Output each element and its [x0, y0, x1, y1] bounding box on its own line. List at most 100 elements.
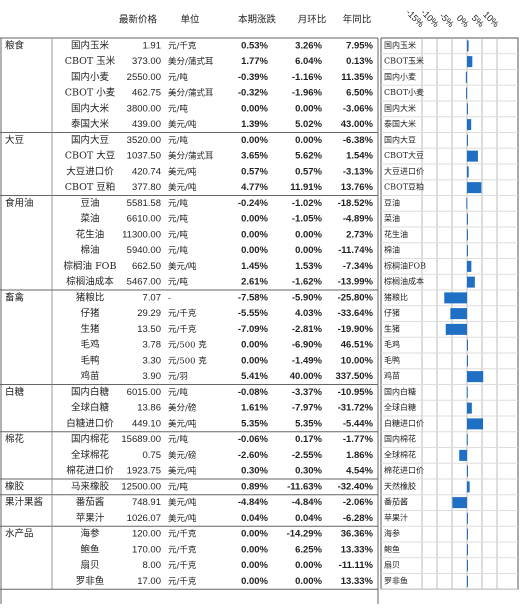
change: -3.13% — [343, 166, 374, 177]
chart-label: CBOT豆粕 — [384, 182, 424, 192]
item-name: 棕榈油 FOB — [64, 260, 117, 272]
change: 0.00% — [241, 529, 268, 540]
change: 2.73% — [346, 229, 373, 240]
chart-label: 鸡苗 — [384, 371, 400, 381]
change: -1.96% — [292, 88, 323, 99]
change: 11.35% — [341, 72, 373, 83]
price: 3.90 — [143, 371, 162, 382]
chart-label: 扇贝 — [384, 560, 400, 570]
chart-label: 鲍鱼 — [384, 544, 400, 554]
bar — [467, 166, 469, 178]
chart-label: 豆油 — [384, 197, 400, 207]
bar — [467, 544, 468, 556]
change: -25.80% — [338, 292, 374, 303]
bar — [467, 276, 475, 288]
unit: 元/千克 — [168, 576, 197, 587]
item-name: 苹果汁 — [76, 512, 105, 524]
change: -6.28% — [343, 513, 374, 524]
chart-label: 大豆进口价 — [384, 166, 424, 176]
bar — [444, 292, 467, 304]
item-name: 豆油 — [80, 197, 99, 209]
chart-label: 棉花进口价 — [384, 465, 424, 475]
change: 13.76% — [341, 182, 374, 193]
change: 6.25% — [295, 544, 322, 555]
change: 1.53% — [295, 261, 322, 272]
change: 6.04% — [295, 56, 322, 67]
item-name: 罗非鱼 — [76, 575, 105, 587]
change: 1.45% — [241, 261, 268, 272]
change: 5.02% — [295, 119, 322, 130]
group-name: 大豆 — [5, 134, 24, 146]
group-name: 畜禽 — [5, 291, 25, 303]
chart-label: 国内玉米 — [384, 40, 416, 50]
unit: 元/羽 — [168, 372, 188, 382]
item-name: 棕榈油成本 — [66, 276, 114, 288]
change: 0.00% — [241, 103, 268, 114]
chart-label: CBOT小麦 — [384, 87, 424, 97]
price: 373.00 — [132, 56, 161, 67]
chart-label: 天然橡胶 — [384, 481, 416, 491]
price: 3520.00 — [127, 135, 161, 146]
change: -32.40% — [338, 481, 374, 492]
group-name: 果汁果酱 — [5, 496, 43, 508]
price: 1037.50 — [127, 151, 161, 162]
item-name: 菜油 — [80, 213, 99, 225]
unit: 元/吨 — [168, 103, 188, 114]
price: 8.00 — [143, 560, 162, 571]
bar — [467, 103, 468, 115]
price: 15689.00 — [121, 434, 161, 445]
change: 1.77% — [241, 56, 268, 67]
price: 420.74 — [132, 166, 161, 177]
bar — [467, 560, 468, 572]
change: 1.39% — [241, 119, 268, 130]
change: -7.09% — [238, 324, 269, 335]
unit: 美元/磅 — [168, 450, 197, 461]
change: 0.00% — [295, 229, 322, 240]
change: -0.06% — [238, 434, 269, 445]
bar — [467, 371, 484, 383]
price: 12500.00 — [121, 481, 161, 492]
unit: 元/吨 — [168, 387, 188, 398]
change: 0.00% — [295, 560, 322, 571]
change: -0.39% — [238, 72, 269, 83]
change: 0.57% — [295, 166, 322, 177]
unit: - — [168, 293, 171, 303]
change: 1.86% — [346, 450, 373, 461]
bar — [452, 497, 467, 509]
item-name: 国内棉花 — [71, 433, 110, 445]
x-tick-label: 10% — [481, 9, 501, 29]
bar — [467, 134, 468, 146]
change: -4.89% — [343, 214, 374, 225]
change: -0.32% — [238, 88, 269, 99]
change: 0.53% — [241, 40, 268, 51]
change: 0.30% — [295, 466, 322, 477]
group-name: 粮食 — [5, 39, 25, 51]
group-name: 白糖 — [5, 386, 25, 398]
change: 0.30% — [241, 466, 268, 477]
chart-label: 番茄酱 — [384, 497, 408, 507]
change: -4.84% — [292, 497, 323, 508]
change: 3.65% — [241, 151, 268, 162]
price: 5581.58 — [127, 198, 161, 209]
change: -31.72% — [338, 403, 374, 414]
chart-label: 棕榈油FOB — [384, 260, 426, 270]
chart-label: 国内大米 — [384, 103, 416, 113]
change: 11.91% — [290, 182, 322, 193]
item-name: 仔猪 — [80, 307, 100, 319]
bar — [467, 56, 473, 68]
unit: 美元/吨 — [168, 497, 197, 508]
change: -1.02% — [292, 198, 323, 209]
x-tick-label: 0% — [455, 13, 471, 29]
price: 170.00 — [132, 544, 161, 555]
price: 6610.00 — [127, 214, 161, 225]
chart-label: 国内白糖 — [384, 386, 416, 396]
change: -4.84% — [238, 497, 269, 508]
unit: 美元/吨 — [168, 513, 197, 524]
change: 7.95% — [346, 40, 373, 51]
item-name: 大豆进口价 — [66, 165, 114, 177]
unit: 元/吨 — [168, 135, 188, 146]
bar — [467, 528, 468, 540]
change: 5.35% — [295, 418, 322, 429]
change: -1.16% — [292, 72, 323, 83]
price: 748.91 — [132, 497, 161, 508]
